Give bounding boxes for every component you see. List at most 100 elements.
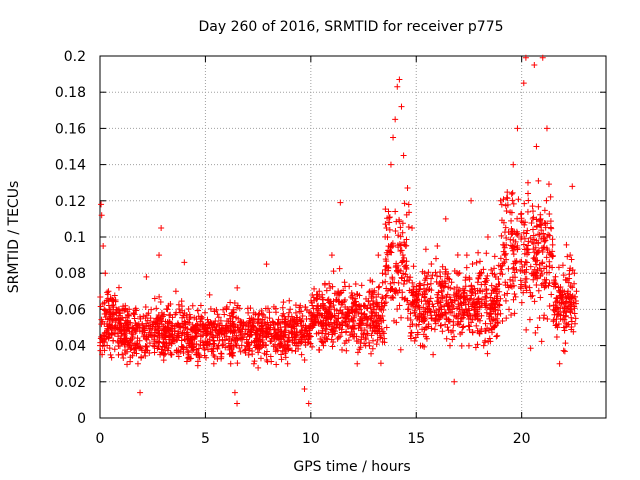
data-point — [377, 315, 384, 322]
data-point — [532, 270, 539, 277]
data-point — [169, 325, 176, 332]
data-point — [240, 320, 247, 327]
data-point — [522, 259, 529, 266]
data-point — [420, 318, 427, 325]
data-point — [364, 321, 371, 328]
data-point — [401, 296, 408, 303]
data-point — [457, 318, 464, 325]
data-point — [409, 224, 416, 231]
data-point — [132, 305, 139, 312]
data-point — [311, 285, 318, 292]
data-point — [468, 288, 475, 295]
data-point — [539, 249, 546, 256]
data-point — [465, 305, 472, 312]
data-point — [420, 304, 427, 311]
data-point — [237, 348, 244, 355]
data-point — [557, 292, 564, 299]
data-point — [220, 341, 227, 348]
data-point — [405, 306, 412, 313]
data-point — [511, 310, 518, 317]
data-point — [555, 287, 562, 294]
data-point — [104, 342, 111, 349]
data-point — [543, 276, 550, 283]
data-point — [461, 299, 468, 306]
data-point — [451, 297, 458, 304]
data-point — [419, 291, 426, 298]
data-point — [543, 125, 550, 132]
data-point — [484, 272, 491, 279]
data-point — [154, 320, 161, 327]
data-point — [259, 322, 266, 329]
data-point — [293, 322, 300, 329]
data-point — [146, 340, 153, 347]
data-point — [446, 294, 453, 301]
data-point — [173, 322, 180, 329]
data-point — [398, 314, 405, 321]
data-point — [501, 244, 508, 251]
data-point — [394, 306, 401, 313]
y-axis-label: SRMTID / TECUs — [6, 181, 22, 294]
data-point — [257, 328, 264, 335]
data-point — [571, 303, 578, 310]
data-point — [368, 295, 375, 302]
data-point — [184, 355, 191, 362]
data-point — [265, 331, 272, 338]
data-point — [232, 336, 239, 343]
data-point — [510, 282, 517, 289]
data-point — [494, 285, 501, 292]
data-point — [248, 315, 255, 322]
data-point — [182, 321, 189, 328]
data-point — [433, 278, 440, 285]
data-point — [280, 299, 287, 306]
data-point — [502, 202, 509, 209]
data-point — [222, 344, 229, 351]
data-point — [302, 322, 309, 329]
data-point — [342, 318, 349, 325]
data-point — [522, 282, 529, 289]
data-point — [501, 229, 508, 236]
data-point — [454, 251, 461, 258]
data-point — [552, 273, 559, 280]
data-point — [317, 336, 324, 343]
data-point — [361, 302, 368, 309]
data-point — [115, 306, 122, 313]
data-point — [253, 326, 260, 333]
data-point — [529, 215, 536, 222]
data-point — [523, 326, 530, 333]
data-point — [433, 272, 440, 279]
data-point — [458, 342, 465, 349]
data-point — [499, 317, 506, 324]
data-point — [503, 241, 510, 248]
data-point — [242, 346, 249, 353]
data-point — [172, 288, 179, 295]
data-point — [468, 319, 475, 326]
data-point — [382, 299, 389, 306]
data-point — [165, 332, 172, 339]
data-point — [120, 303, 127, 310]
data-point — [463, 252, 470, 259]
y-tick-label: 0.06 — [55, 302, 86, 318]
data-point — [497, 310, 504, 317]
data-point — [568, 324, 575, 331]
data-point — [395, 232, 402, 239]
data-point — [107, 351, 114, 358]
data-point — [151, 295, 158, 302]
data-point — [228, 345, 235, 352]
data-point — [474, 341, 481, 348]
data-point — [355, 338, 362, 345]
data-point — [434, 291, 441, 298]
data-point — [527, 289, 534, 296]
data-point — [376, 283, 383, 290]
data-point — [465, 316, 472, 323]
y-tick-label: 0.02 — [55, 375, 86, 391]
data-point — [216, 337, 223, 344]
data-point — [462, 283, 469, 290]
data-point — [403, 264, 410, 271]
data-point — [315, 320, 322, 327]
x-axis-label: GPS time / hours — [293, 459, 410, 475]
data-point — [113, 317, 120, 324]
data-point — [263, 348, 270, 355]
data-point — [341, 340, 348, 347]
data-point — [434, 243, 441, 250]
data-point — [503, 315, 510, 322]
